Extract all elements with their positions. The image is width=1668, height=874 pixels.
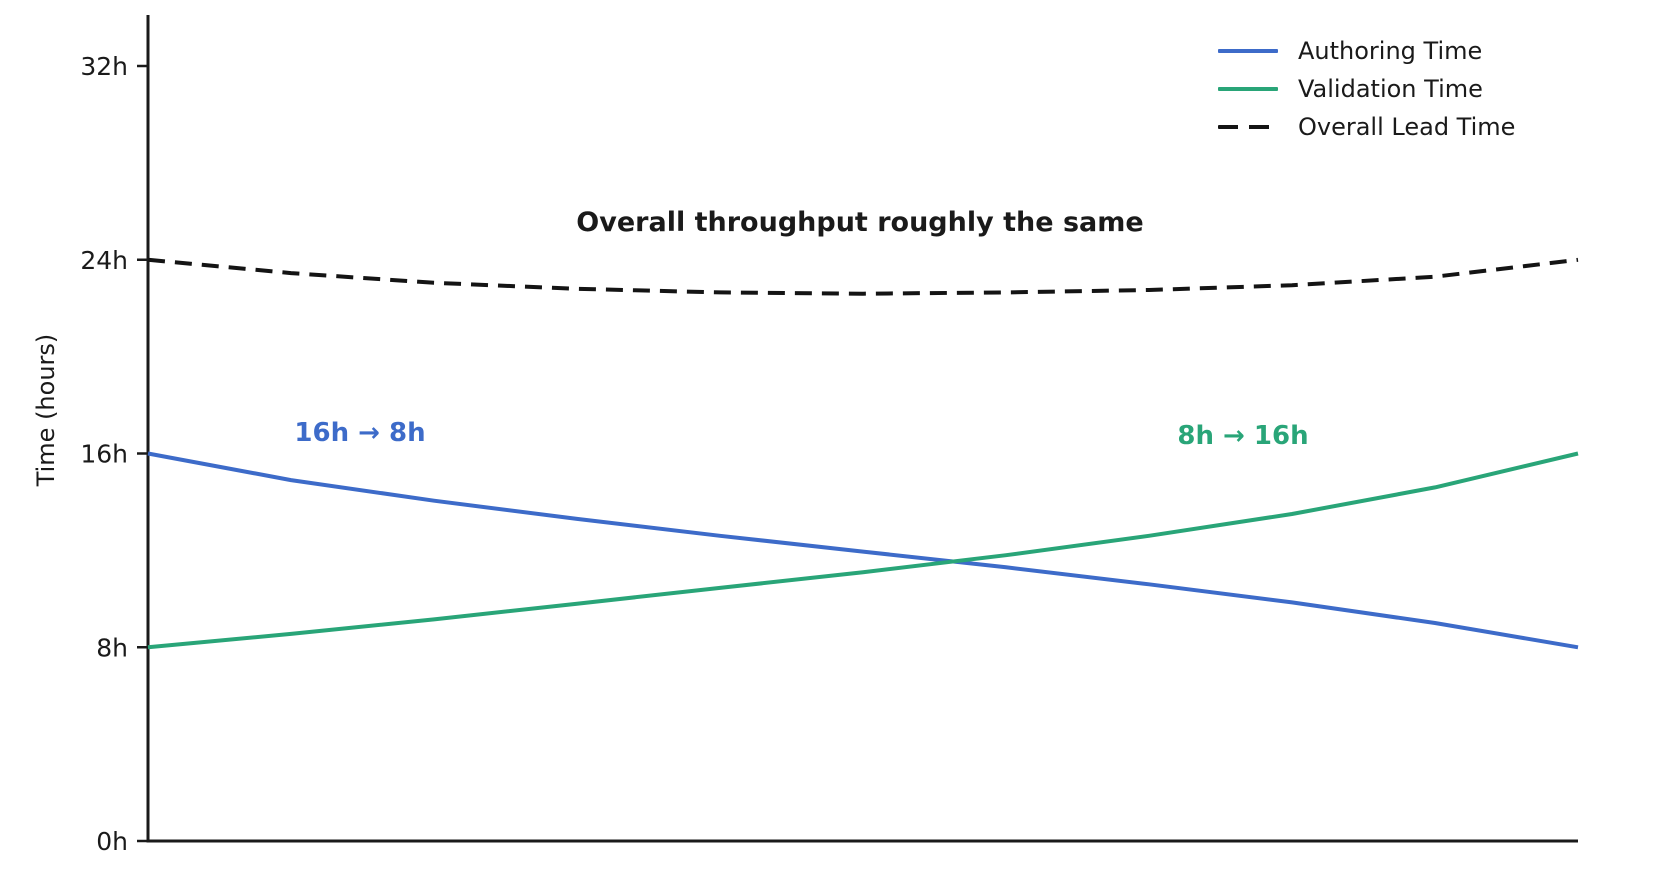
- legend-item-authoring: Authoring Time: [1218, 36, 1515, 66]
- y-axis-title: Time (hours): [32, 333, 60, 487]
- legend: Authoring Time Validation Time Overall L…: [1218, 36, 1515, 142]
- svg-text:16h: 16h: [80, 440, 128, 469]
- legend-item-validation: Validation Time: [1218, 74, 1515, 104]
- legend-item-overall: Overall Lead Time: [1218, 112, 1515, 142]
- svg-text:8h: 8h: [96, 633, 128, 662]
- svg-text:0h: 0h: [96, 827, 128, 856]
- validation-line-swatch-icon: [1218, 87, 1278, 91]
- legend-label-overall: Overall Lead Time: [1298, 113, 1516, 141]
- annotation-overall-throughput: Overall throughput roughly the same: [576, 207, 1144, 238]
- legend-label-validation: Validation Time: [1298, 75, 1483, 103]
- authoring-line-swatch-icon: [1218, 49, 1278, 53]
- legend-label-authoring: Authoring Time: [1298, 37, 1483, 65]
- svg-text:32h: 32h: [80, 52, 128, 81]
- annotation-authoring-change: 16h → 8h: [294, 418, 426, 448]
- annotation-validation-change: 8h → 16h: [1177, 421, 1309, 451]
- overall-dashed-swatch-icon: [1218, 125, 1278, 129]
- svg-text:24h: 24h: [80, 246, 128, 275]
